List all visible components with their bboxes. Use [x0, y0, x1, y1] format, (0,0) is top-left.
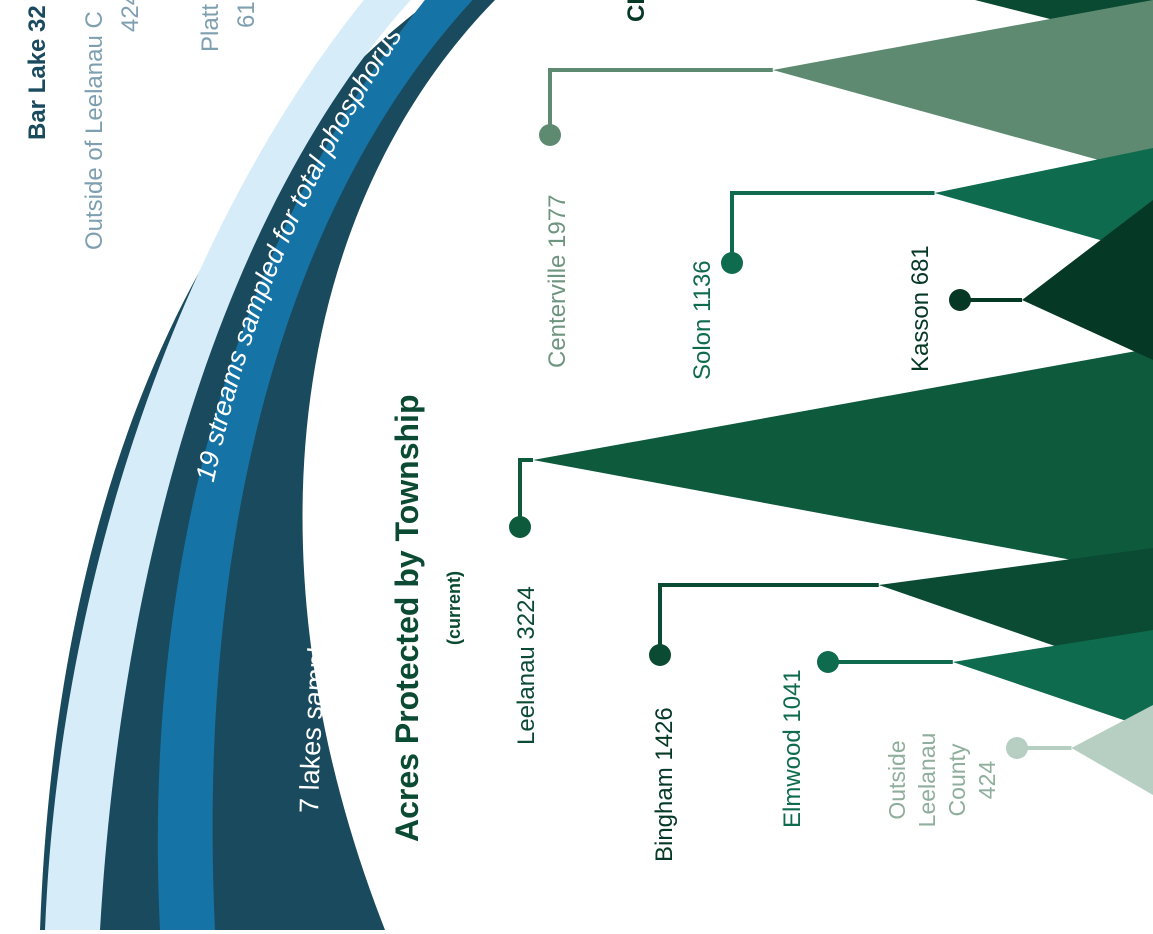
leader-line-solon — [730, 191, 935, 263]
marker-dot-elmwood — [817, 651, 839, 673]
chart-subtitle: (current) — [444, 571, 464, 645]
top-partial-label: CL — [623, 0, 650, 22]
township-label-bingham: Bingham 1426 — [651, 707, 678, 862]
leader-line-leelanau — [518, 458, 533, 527]
bar-lake-label: Bar Lake 32 — [24, 5, 51, 140]
marker-dot-solon — [721, 252, 743, 274]
leader-line-bingham — [658, 583, 879, 655]
spike-outside-leelanau-county — [1071, 705, 1153, 795]
marker-dot-leelanau — [509, 516, 531, 538]
township-label-kasson: Kasson 681 — [907, 245, 934, 372]
township-label-outside-leelanau-county: Outside Leelanau County 424 — [884, 733, 1000, 828]
township-label-elmwood: Elmwood 1041 — [779, 669, 806, 828]
spike-kasson — [1022, 200, 1153, 360]
township-label-solon: Solon 1136 — [689, 260, 716, 380]
marker-dot-centerville — [539, 124, 561, 146]
streams-band — [157, 0, 473, 930]
lakes-band — [40, 0, 496, 930]
township-label-centerville: Centerville 1977 — [544, 195, 571, 368]
spike-solon — [934, 148, 1153, 255]
spike-leelanau — [533, 348, 1153, 575]
chart-title: Acres Protected by Township — [389, 395, 425, 843]
outside-leelanau-partial-label: Outside of Leelanau C — [81, 11, 108, 250]
spike-elmwood — [952, 630, 1153, 730]
township-label-leelanau: Leelanau 3224 — [513, 586, 540, 745]
light-band — [45, 0, 411, 930]
platte-partial-value: 61 — [233, 1, 260, 28]
marker-dot-kasson — [949, 289, 971, 311]
leader-line-centerville — [548, 68, 773, 135]
marker-dot-bingham — [649, 644, 671, 666]
platte-partial-label: Platt — [197, 4, 224, 52]
outside-leelanau-partial-value: 424 — [117, 0, 144, 32]
marker-dot-outside-leelanau-county — [1006, 737, 1028, 759]
spike-centerville — [772, 0, 1153, 175]
